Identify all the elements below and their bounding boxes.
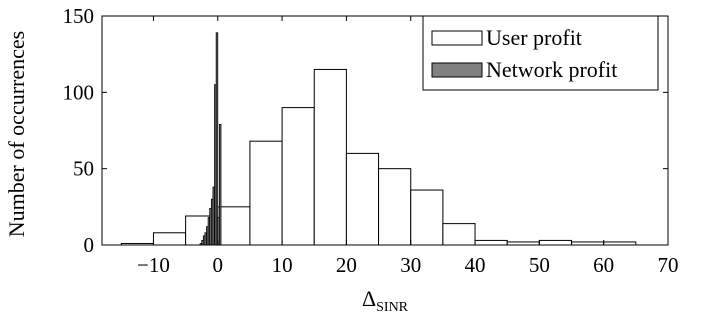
user-profit-bars — [120, 68, 637, 246]
network-profit-bar-12 — [218, 123, 222, 246]
network-profit-bar-10 — [215, 32, 219, 246]
x-tick-label-0: −10 — [137, 253, 170, 277]
network-profit-bars — [199, 32, 222, 246]
axes — [101, 15, 669, 246]
user-profit-bar-3 — [217, 206, 251, 246]
legend-swatch-network-profit — [431, 62, 483, 78]
x-axis-title: ΔSINR — [362, 286, 409, 315]
user-profit-bar-8 — [378, 168, 412, 246]
user-profit-bar-10 — [442, 223, 476, 246]
user-profit-bar-5 — [281, 107, 315, 246]
plot-frame — [101, 15, 669, 246]
legend: User profit Network profit — [422, 15, 659, 91]
user-profit-bar-13 — [538, 239, 573, 246]
x-tick-label-7: 60 — [593, 253, 614, 277]
x-tick-label-4: 30 — [400, 253, 421, 277]
user-profit-bar-11 — [474, 239, 508, 246]
y-tick-label-2: 100 — [63, 80, 95, 104]
user-profit-bar-1 — [152, 232, 187, 246]
x-tick-label-8: 70 — [658, 253, 679, 277]
y-axis-title: Number of occurrences — [4, 31, 29, 237]
legend-label-user-profit: User profit — [486, 25, 582, 50]
x-tick-label-5: 40 — [465, 253, 486, 277]
x-tick-label-3: 20 — [336, 253, 357, 277]
legend-swatch-user-profit — [431, 30, 483, 46]
y-tick-label-0: 0 — [84, 233, 95, 257]
y-tick-label-3: 150 — [63, 4, 95, 28]
x-axis-title-main: Δ — [362, 286, 376, 311]
user-profit-bar-9 — [410, 189, 444, 246]
legend-label-network-profit: Network profit — [486, 57, 617, 82]
x-tick-label-2: 10 — [272, 253, 293, 277]
x-axis-title-subscript: SINR — [376, 300, 409, 315]
user-profit-bar-4 — [249, 140, 283, 246]
y-tick-label-1: 50 — [73, 157, 94, 181]
user-profit-bar-7 — [345, 152, 380, 246]
x-tick-label-1: 0 — [213, 253, 224, 277]
user-profit-bar-6 — [313, 68, 347, 246]
tick-labels: −10 0 10 20 30 40 50 60 70 0 50 100 150 — [63, 4, 679, 277]
x-tick-label-6: 50 — [529, 253, 550, 277]
legend-box — [422, 15, 659, 91]
